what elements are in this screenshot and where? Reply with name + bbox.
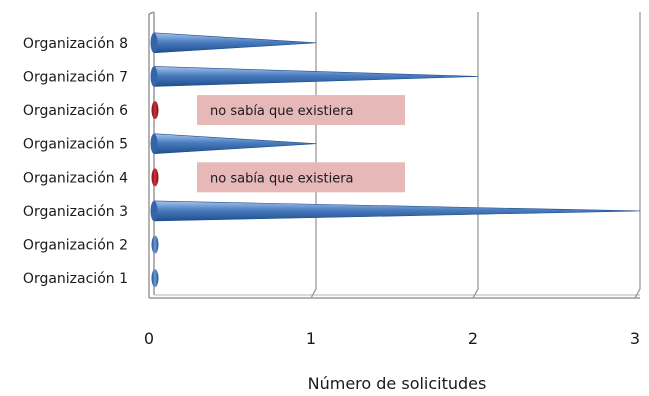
gridline-3 bbox=[634, 12, 641, 299]
x-tick-label: 1 bbox=[306, 329, 316, 348]
plot-frame bbox=[148, 11, 640, 299]
bar-base bbox=[150, 32, 158, 53]
annotation-background bbox=[197, 95, 405, 126]
annotation-background bbox=[197, 162, 405, 193]
zero-marker-red bbox=[151, 168, 159, 187]
bar-base bbox=[150, 200, 158, 221]
category-label: Organización 7 bbox=[23, 69, 128, 85]
bar bbox=[153, 133, 317, 155]
x-tick-labels: 0 1 2 3 bbox=[144, 329, 640, 348]
category-label: Organización 1 bbox=[23, 271, 128, 287]
annotation-text: no sabía que existiera bbox=[210, 104, 354, 119]
left-wall-top bbox=[148, 11, 155, 15]
bars bbox=[150, 32, 641, 288]
gridlines bbox=[310, 12, 641, 299]
zero-marker-red bbox=[151, 101, 159, 120]
x-tick-label: 2 bbox=[468, 329, 478, 348]
category-labels: Organización 1 Organización 2 Organización… bbox=[23, 36, 128, 287]
bar bbox=[153, 32, 317, 54]
gridline-1 bbox=[310, 12, 317, 299]
bar bbox=[153, 200, 641, 222]
gridline-2 bbox=[472, 12, 479, 299]
zero-marker bbox=[151, 235, 159, 254]
category-label: Organización 3 bbox=[23, 204, 128, 220]
x-axis-title: Número de solicitudes bbox=[308, 374, 487, 393]
annotations: no sabía que existiera no sabía que exist… bbox=[197, 95, 405, 193]
category-label: Organización 5 bbox=[23, 137, 128, 153]
category-label: Organización 4 bbox=[23, 170, 128, 186]
x-tick-label: 3 bbox=[630, 329, 640, 348]
annotation-text: no sabía que existiera bbox=[210, 171, 354, 186]
category-label: Organización 6 bbox=[23, 103, 128, 119]
category-label: Organización 8 bbox=[23, 36, 128, 52]
annotation-box: no sabía que existiera bbox=[197, 95, 405, 126]
bar-base bbox=[150, 66, 158, 87]
category-label: Organización 2 bbox=[23, 238, 128, 254]
annotation-box: no sabía que existiera bbox=[197, 162, 405, 193]
bar-base bbox=[150, 133, 158, 154]
x-tick-label: 0 bbox=[144, 329, 154, 348]
zero-marker bbox=[151, 269, 159, 288]
